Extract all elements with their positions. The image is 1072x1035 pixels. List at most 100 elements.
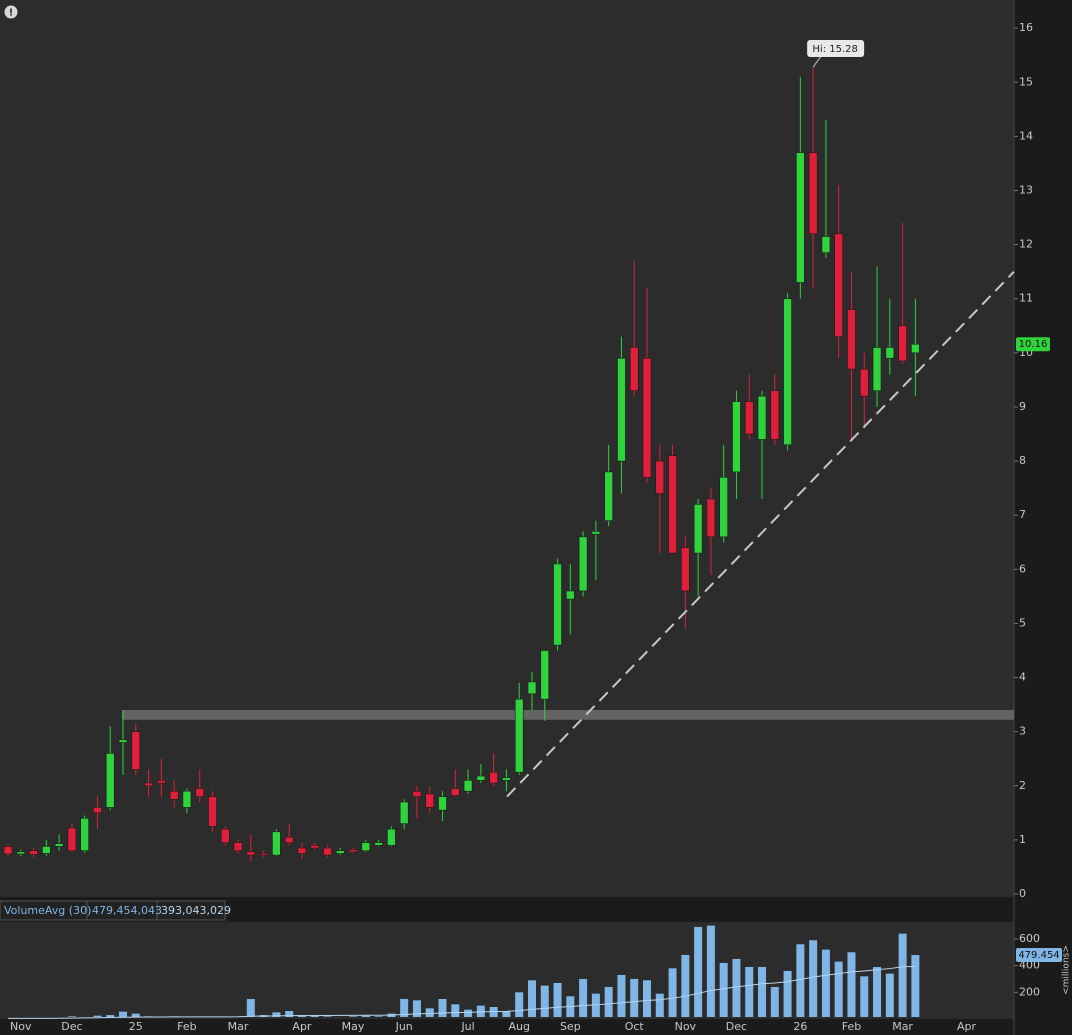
- y-tick-label: 8: [1019, 454, 1026, 467]
- volume-bar: [630, 978, 639, 1017]
- candle-body: [374, 842, 383, 846]
- candle-body: [272, 831, 281, 856]
- x-tick-label: Nov: [10, 1020, 32, 1033]
- candle-body: [246, 851, 256, 856]
- volume-average-line: [8, 966, 916, 1019]
- candle-body: [387, 828, 396, 846]
- volume-stat: 393,043,029: [161, 904, 231, 917]
- hi-label: Hi: 15.28: [812, 44, 857, 55]
- header-box: [156, 900, 226, 921]
- candle-body: [540, 650, 550, 700]
- candle-body: [105, 753, 115, 808]
- x-tick-label: Jul: [460, 1020, 474, 1033]
- candle-body: [29, 850, 38, 855]
- volume-panel: [0, 922, 1014, 1019]
- y-tick-label: 4: [1019, 671, 1026, 684]
- y-tick-label: 7: [1019, 508, 1026, 521]
- y-tick-label: 11: [1019, 292, 1033, 305]
- candle-body: [348, 849, 358, 853]
- candle-body: [502, 777, 511, 781]
- volume-bar: [272, 1012, 281, 1017]
- volume-bar: [898, 933, 907, 1017]
- volume-bar: [540, 985, 549, 1017]
- volume-tick-label: 200: [1019, 985, 1040, 998]
- candle-body: [42, 846, 51, 854]
- x-tick-label: Dec: [726, 1020, 747, 1033]
- volume-bar: [451, 1004, 460, 1017]
- candle-body: [450, 788, 460, 796]
- x-tick-label: Nov: [675, 1020, 697, 1033]
- alert-icon[interactable]: [4, 5, 18, 19]
- volume-bar: [681, 954, 690, 1017]
- volume-last-label: 479.454: [1018, 950, 1059, 961]
- x-tick-label: Apr: [292, 1020, 312, 1033]
- candle-body: [808, 152, 818, 235]
- candle-body: [514, 698, 524, 773]
- candle-body: [885, 347, 895, 359]
- candle-body: [629, 347, 639, 392]
- candle-body: [476, 775, 486, 781]
- volume-tick-label: 600: [1019, 932, 1040, 945]
- candle-body: [323, 847, 332, 856]
- candle-body: [195, 788, 204, 797]
- candle-body: [489, 771, 498, 784]
- volume-bar: [527, 980, 536, 1017]
- x-tick-label: Feb: [177, 1020, 196, 1033]
- candle-body: [706, 498, 716, 538]
- volume-last-box: [1016, 948, 1062, 963]
- candle-body: [566, 590, 575, 600]
- volume-bar: [796, 944, 805, 1017]
- volume-bar: [131, 1013, 140, 1017]
- x-tick-label: May: [342, 1020, 365, 1033]
- candle-body: [796, 152, 805, 283]
- candle-body: [872, 347, 882, 392]
- volume-bar: [400, 998, 409, 1017]
- alert-icon-mark: !: [9, 8, 14, 19]
- volume-bar: [745, 966, 754, 1017]
- volume-bar: [911, 955, 920, 1017]
- volume-bar: [476, 1005, 485, 1017]
- candle-body: [54, 843, 64, 847]
- candle-body: [553, 563, 562, 646]
- volume-bar: [732, 958, 741, 1017]
- candle-body: [668, 455, 677, 554]
- candle-body: [770, 390, 780, 440]
- volume-bar: [349, 1016, 358, 1017]
- hi-label-box: [807, 40, 865, 57]
- volume-bar: [617, 974, 626, 1017]
- volume-bar: [668, 968, 677, 1017]
- x-tick-label: Jun: [395, 1020, 413, 1033]
- x-tick-label: Apr: [957, 1020, 977, 1033]
- y-tick-label: 2: [1019, 779, 1026, 792]
- x-tick-label: Mar: [892, 1020, 913, 1033]
- volume-bar: [873, 966, 882, 1017]
- volume-stat: 479,454,043: [92, 904, 162, 917]
- volume-bar: [323, 1016, 332, 1017]
- y-tick-label: 5: [1019, 616, 1026, 629]
- volume-study-name: VolumeAvg (30): [4, 904, 91, 917]
- candle-body: [310, 845, 320, 849]
- candle-body: [642, 357, 652, 478]
- candle-body: [425, 793, 435, 808]
- volume-bar: [579, 978, 588, 1017]
- y-tick-label: 12: [1019, 238, 1033, 251]
- candle-body: [655, 460, 665, 494]
- volume-bar: [860, 976, 869, 1017]
- volume-unit-label: <millions>: [1062, 945, 1072, 995]
- volume-bar: [361, 1015, 370, 1017]
- volume-bar: [425, 1008, 434, 1017]
- candle-body: [719, 477, 728, 538]
- volume-bar: [719, 962, 728, 1017]
- candle-body: [259, 853, 268, 856]
- candle-body: [118, 739, 128, 743]
- candle-body: [16, 851, 26, 855]
- y-tick-label: 9: [1019, 400, 1026, 413]
- volume-bar: [374, 1016, 383, 1017]
- volume-bar: [770, 986, 779, 1017]
- candle-body: [80, 817, 89, 852]
- candle-body: [157, 780, 166, 784]
- candle-body: [744, 401, 754, 435]
- x-tick-label: 26: [793, 1020, 807, 1033]
- volume-bar: [310, 1015, 319, 1017]
